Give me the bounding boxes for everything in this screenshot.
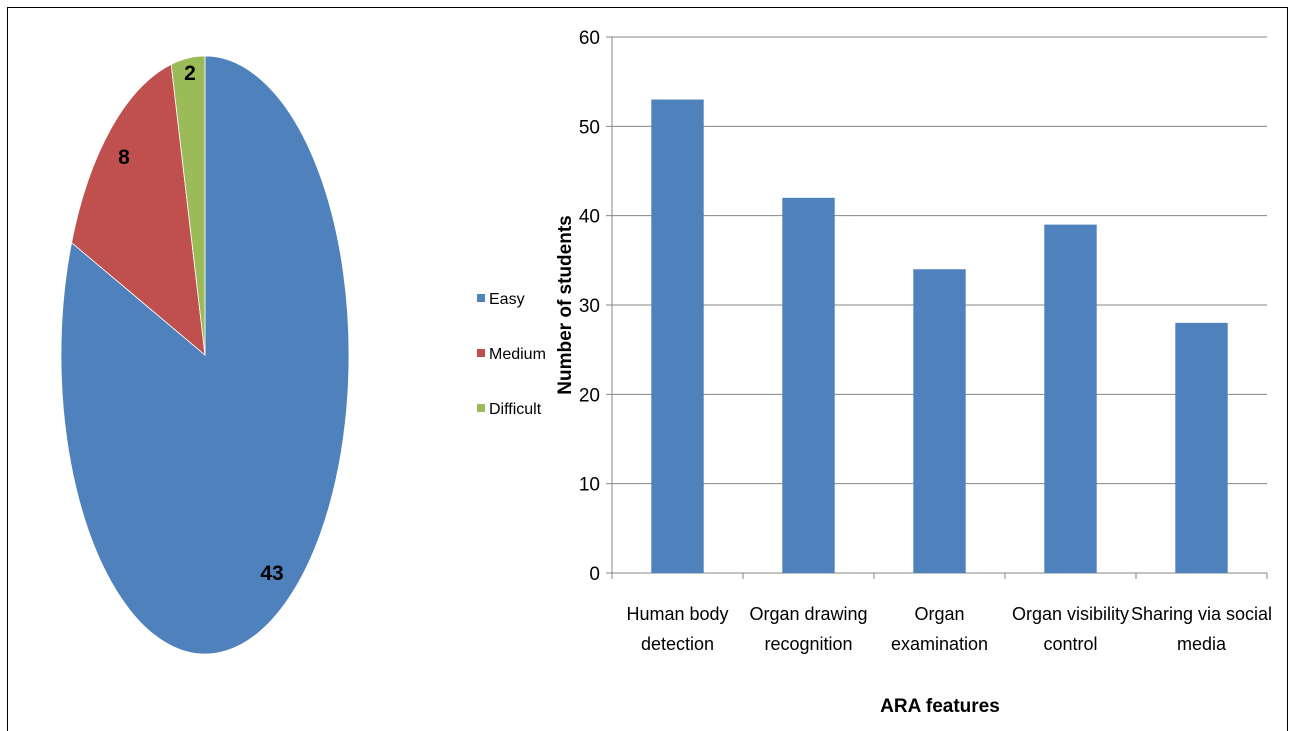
y-tick-label-10: 10: [579, 475, 600, 496]
x-category-label-5-line-2: media: [1177, 634, 1227, 654]
figure-frame: [7, 7, 1288, 731]
legend-swatch-medium: [477, 349, 485, 357]
bar-5: [1175, 322, 1228, 573]
bar-1: [651, 99, 704, 574]
x-category-label-5-line-1: Sharing via social: [1131, 604, 1272, 624]
legend-label-difficult: Difficult: [489, 401, 542, 418]
x-category-label-4-line-2: control: [1043, 634, 1097, 654]
x-category-label-3-line-1: Organ: [914, 604, 964, 624]
y-tick-label-20: 20: [579, 385, 600, 406]
pie-data-label-easy: 43: [260, 562, 283, 585]
y-tick-label-50: 50: [579, 117, 600, 138]
y-tick-label-60: 60: [579, 28, 600, 49]
pie-data-label-difficult: 2: [184, 62, 196, 85]
legend-swatch-difficult: [477, 404, 485, 412]
y-axis-title: Number of students: [555, 215, 576, 394]
x-category-labels: Human body detection Organ drawing recognit…: [626, 604, 1272, 654]
x-category-label-1-line-2: detection: [641, 634, 714, 654]
y-tick-label-30: 30: [579, 296, 600, 317]
x-category-label-1-line-1: Human body: [626, 604, 728, 624]
pie-data-label-medium: 8: [118, 146, 130, 169]
bar-2: [782, 197, 835, 574]
pie-chart: 43 8 2: [60, 55, 350, 655]
y-tick-label-0: 0: [589, 564, 600, 585]
pie-legend: Easy Medium Difficult: [477, 291, 546, 418]
pie-slice-easy: [60, 55, 350, 655]
y-tick-label-40: 40: [579, 207, 600, 228]
legend-swatch-easy: [477, 294, 485, 302]
pie-slice-difficult: [170, 55, 206, 356]
legend-label-medium: Medium: [489, 346, 546, 363]
x-category-label-4-line-1: Organ visibility: [1012, 604, 1129, 624]
bar-chart: 0 10 20 30 40 50 60 Human body detection Organ d…: [555, 28, 1272, 717]
x-category-label-3-line-2: examination: [891, 634, 988, 654]
bars: [651, 99, 1228, 574]
legend-label-easy: Easy: [489, 291, 525, 308]
x-category-label-2-line-2: recognition: [764, 634, 852, 654]
bar-3: [913, 269, 966, 573]
pie-slice-medium: [71, 63, 206, 356]
x-category-label-2-line-1: Organ drawing: [749, 604, 867, 624]
bar-4: [1044, 224, 1097, 573]
x-axis-title: ARA features: [880, 696, 1000, 717]
y-tick-labels: 0 10 20 30 40 50 60: [579, 28, 600, 585]
